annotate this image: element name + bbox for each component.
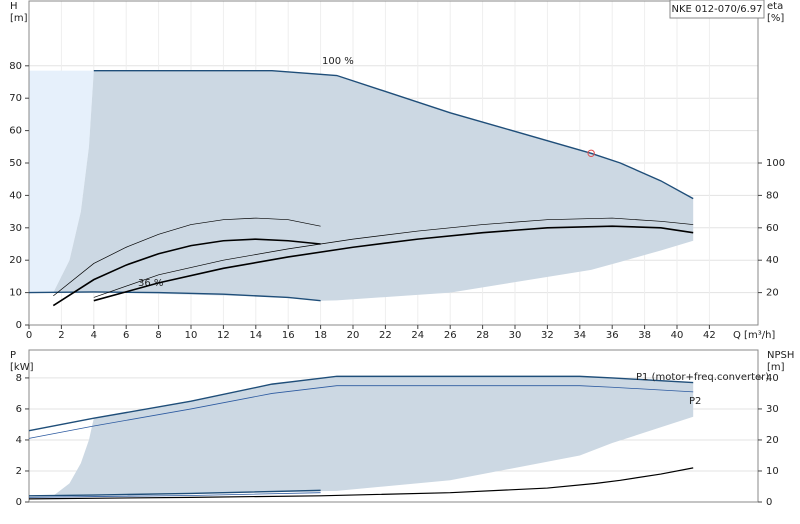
curve-label: 36 % (138, 278, 163, 289)
y2-axis-label: eta (767, 1, 783, 12)
x-tick-label: 24 (411, 330, 424, 341)
x-tick-label: 8 (155, 330, 161, 341)
y-tick-label: 80 (9, 61, 22, 72)
curve (28, 467, 694, 500)
curve (93, 225, 694, 302)
y2-axis-label: NPSH (767, 350, 794, 361)
x-tick-label: 10 (185, 330, 198, 341)
x-tick-label: 36 (606, 330, 619, 341)
y-axis-unit: [m] (10, 13, 28, 24)
x-tick-label: 22 (379, 330, 392, 341)
duty-point (587, 149, 595, 157)
x-tick-label: 0 (26, 330, 32, 341)
y2-tick-label: 80 (766, 190, 779, 201)
operating-area (53, 70, 694, 301)
x-tick-label: 28 (476, 330, 489, 341)
y-tick-label: 60 (9, 126, 22, 137)
x-tick-label: 14 (249, 330, 262, 341)
y-axis-label: H (10, 1, 18, 12)
x-tick-label: 38 (638, 330, 651, 341)
curve (28, 375, 694, 432)
title-box (669, 0, 765, 19)
x-tick-label: 42 (703, 330, 716, 341)
chart-title: NKE 012-070/6.97 (672, 4, 763, 15)
y2-tick-label: 0 (766, 497, 772, 508)
curve (28, 489, 321, 497)
y-tick-label: 6 (16, 404, 22, 415)
x-tick-label: 18 (314, 330, 327, 341)
x-tick-label: 20 (347, 330, 360, 341)
x-tick-label: 40 (671, 330, 684, 341)
y-tick-label: 4 (16, 435, 22, 446)
y2-tick-label: 20 (766, 435, 779, 446)
y-axis-label: P (10, 350, 16, 361)
y-tick-label: 40 (9, 190, 22, 201)
y2-axis-unit: [m] (767, 362, 785, 373)
plot-frame (28, 349, 759, 503)
curve (93, 217, 694, 298)
curve (53, 217, 321, 297)
y2-tick-label: 60 (766, 223, 779, 234)
x-tick-label: 34 (573, 330, 586, 341)
curve (28, 385, 694, 439)
curve-label: P1 (motor+freq.converter) (636, 372, 769, 383)
y2-tick-label: 20 (766, 288, 779, 299)
operating-area (29, 70, 94, 293)
x-axis-label: Q [m³/h] (733, 330, 775, 341)
y-tick-label: 20 (9, 255, 22, 266)
curve (28, 492, 321, 498)
x-tick-label: 2 (58, 330, 64, 341)
x-tick-label: 26 (444, 330, 457, 341)
x-tick-label: 4 (91, 330, 97, 341)
y2-tick-label: 40 (766, 255, 779, 266)
x-tick-label: 16 (282, 330, 295, 341)
y2-tick-label: 40 (766, 373, 779, 384)
curve (28, 291, 321, 302)
curve (52, 238, 321, 307)
y-tick-label: 50 (9, 158, 22, 169)
y-tick-label: 2 (16, 466, 22, 477)
y2-tick-label: 30 (766, 404, 779, 415)
y2-axis-unit: [%] (767, 13, 784, 24)
y-tick-label: 10 (9, 288, 22, 299)
operating-area (53, 376, 694, 496)
y-tick-label: 30 (9, 223, 22, 234)
y-tick-label: 70 (9, 93, 22, 104)
y2-tick-label: 100 (766, 158, 785, 169)
y-tick-label: 0 (16, 320, 22, 331)
y-tick-label: 8 (16, 373, 22, 384)
curve-label: 100 % (322, 56, 354, 67)
x-tick-label: 6 (123, 330, 129, 341)
curve (93, 69, 694, 200)
x-tick-label: 30 (509, 330, 522, 341)
y-axis-unit: [kW] (10, 362, 34, 373)
x-tick-label: 32 (541, 330, 554, 341)
x-tick-label: 12 (217, 330, 230, 341)
y2-tick-label: 10 (766, 466, 779, 477)
curve-label: P2 (689, 396, 701, 407)
y-tick-label: 0 (16, 497, 22, 508)
